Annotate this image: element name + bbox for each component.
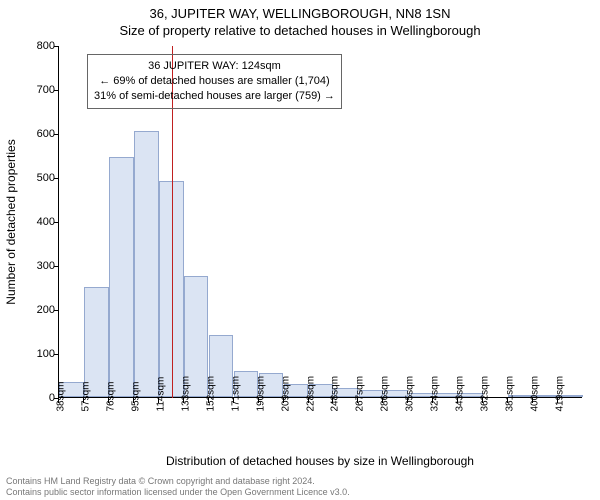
x-tick-mark xyxy=(382,398,383,403)
x-axis-label: Distribution of detached houses by size … xyxy=(58,454,582,468)
y-tick-label: 600 xyxy=(17,128,55,140)
x-tick-label: 343sqm xyxy=(455,376,466,412)
x-tick-label: 362sqm xyxy=(480,376,491,412)
x-tick-mark xyxy=(407,398,408,403)
x-tick-mark xyxy=(432,398,433,403)
x-tick-label: 209sqm xyxy=(280,376,291,412)
footer-line-1: Contains HM Land Registry data © Crown c… xyxy=(6,476,350,487)
x-tick-mark xyxy=(457,398,458,403)
x-tick-label: 76sqm xyxy=(105,381,116,411)
x-tick-label: 381sqm xyxy=(505,376,516,412)
y-axis-label: Number of detached properties xyxy=(4,139,18,304)
page-title-line2: Size of property relative to detached ho… xyxy=(0,21,600,38)
x-tick-mark xyxy=(532,398,533,403)
annotation-box: 36 JUPITER WAY: 124sqm ← 69% of detached… xyxy=(87,54,342,109)
x-tick-label: 286sqm xyxy=(380,376,391,412)
x-tick-mark xyxy=(557,398,558,403)
x-tick-label: 228sqm xyxy=(305,376,316,412)
x-tick-mark xyxy=(133,398,134,403)
x-tick-label: 400sqm xyxy=(530,376,541,412)
footer-line-2: Contains public sector information licen… xyxy=(6,487,350,498)
y-tick-label: 800 xyxy=(17,40,55,52)
x-tick-label: 57sqm xyxy=(80,381,91,411)
y-tick-label: 200 xyxy=(17,304,55,316)
x-tick-mark xyxy=(108,398,109,403)
x-tick-mark xyxy=(233,398,234,403)
x-tick-label: 248sqm xyxy=(330,376,341,412)
footer-attribution: Contains HM Land Registry data © Crown c… xyxy=(6,476,350,499)
annotation-line-3: 31% of semi-detached houses are larger (… xyxy=(94,89,335,104)
histogram-bar xyxy=(134,131,158,397)
x-tick-mark xyxy=(183,398,184,403)
annotation-line-2: ← 69% of detached houses are smaller (1,… xyxy=(94,74,335,89)
x-tick-label: 324sqm xyxy=(430,376,441,412)
y-tick-label: 100 xyxy=(17,348,55,360)
x-tick-label: 419sqm xyxy=(555,376,566,412)
x-tick-label: 133sqm xyxy=(180,376,191,412)
plot-area: Number of detached properties 0100200300… xyxy=(58,46,582,398)
x-tick-label: 171sqm xyxy=(230,376,241,412)
page-title-line1: 36, JUPITER WAY, WELLINGBOROUGH, NN8 1SN xyxy=(0,0,600,21)
x-tick-mark xyxy=(83,398,84,403)
x-tick-label: 38sqm xyxy=(56,381,67,411)
annotation-line-1: 36 JUPITER WAY: 124sqm xyxy=(94,59,335,74)
y-tick-label: 300 xyxy=(17,260,55,272)
x-tick-mark xyxy=(258,398,259,403)
y-tick-label: 700 xyxy=(17,84,55,96)
x-tick-mark xyxy=(283,398,284,403)
x-tick-mark xyxy=(58,398,59,403)
x-tick-label: 267sqm xyxy=(355,376,366,412)
x-tick-mark xyxy=(308,398,309,403)
x-tick-mark xyxy=(208,398,209,403)
y-tick-label: 500 xyxy=(17,172,55,184)
x-tick-label: 190sqm xyxy=(255,376,266,412)
x-tick-mark xyxy=(332,398,333,403)
histogram-bar xyxy=(109,157,133,397)
x-tick-mark xyxy=(482,398,483,403)
y-tick-label: 400 xyxy=(17,216,55,228)
x-tick-label: 95sqm xyxy=(130,381,141,411)
x-tick-label: 152sqm xyxy=(205,376,216,412)
y-tick-label: 0 xyxy=(17,392,55,404)
histogram-chart: Number of detached properties 0100200300… xyxy=(58,46,582,418)
x-tick-label: 305sqm xyxy=(405,376,416,412)
x-tick-mark xyxy=(158,398,159,403)
x-tick-mark xyxy=(507,398,508,403)
x-tick-mark xyxy=(357,398,358,403)
x-tick-label: 114sqm xyxy=(155,377,166,412)
